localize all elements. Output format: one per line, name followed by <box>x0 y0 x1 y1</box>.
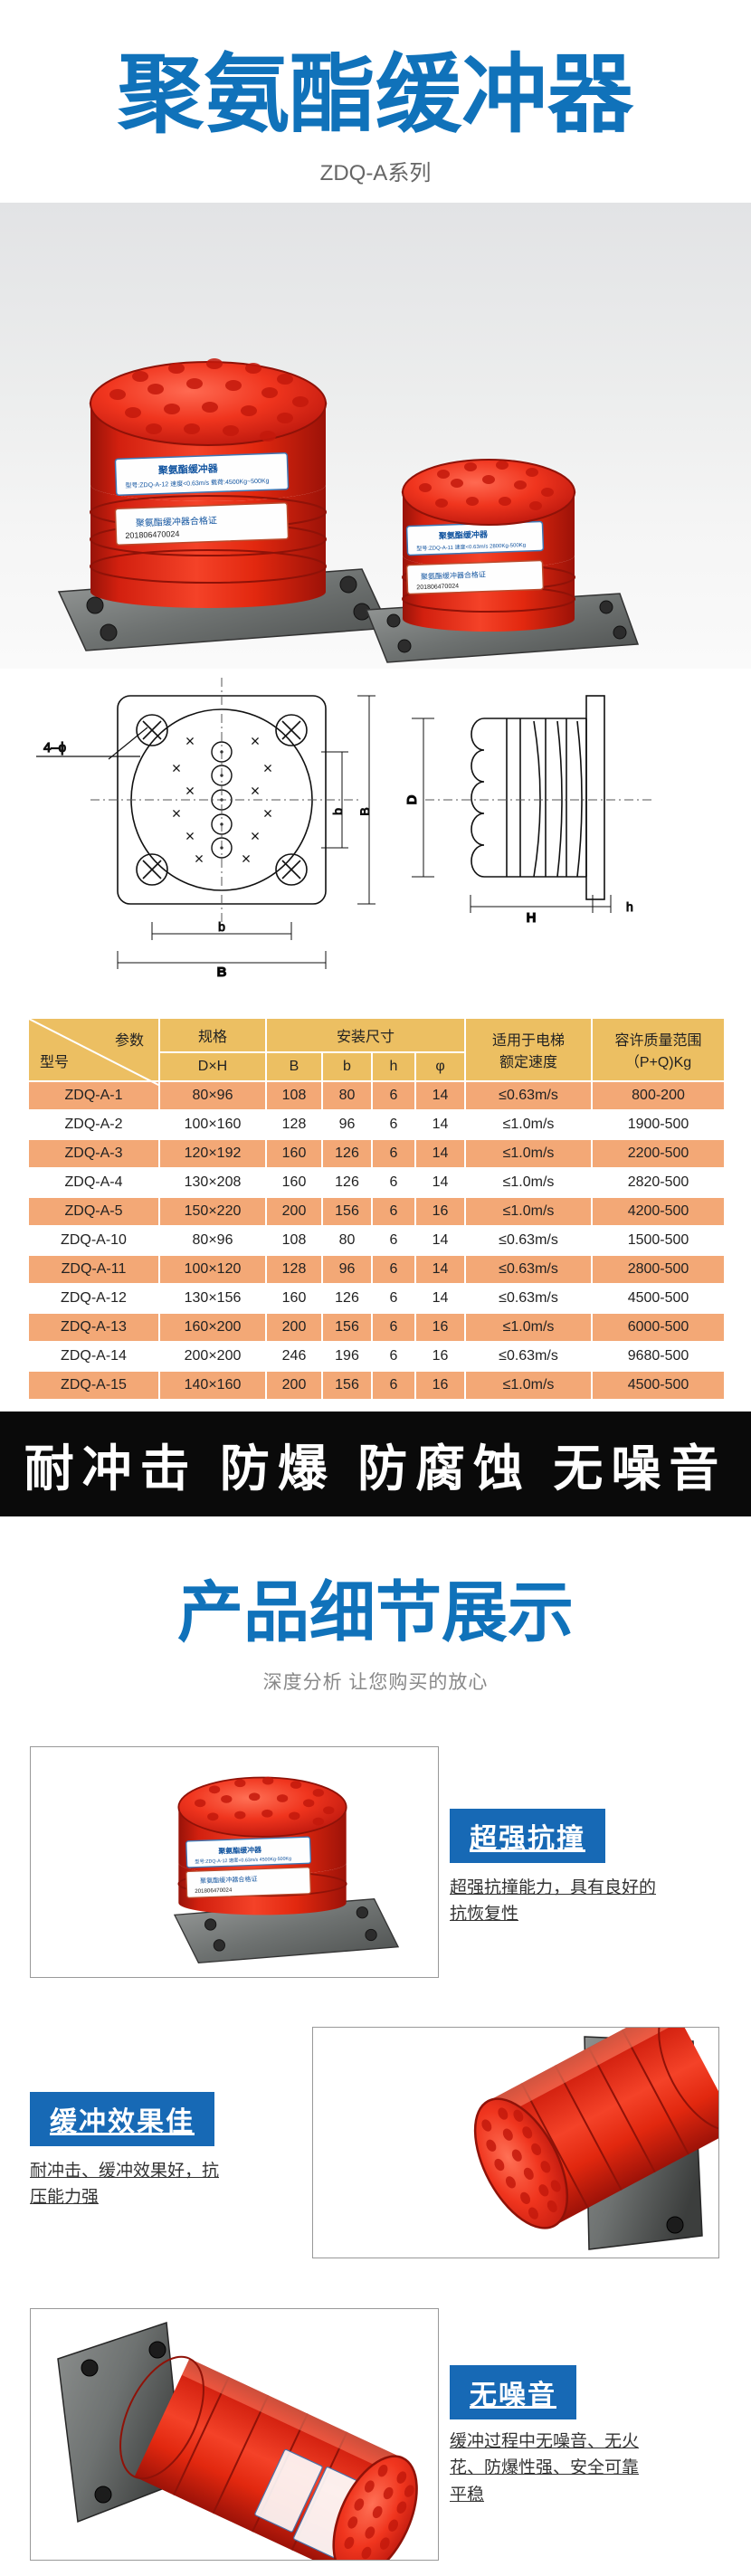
svg-text:b: b <box>218 919 225 934</box>
svg-text:201806470024: 201806470024 <box>195 1887 233 1895</box>
svg-text:聚氨酯缓冲器: 聚氨酯缓冲器 <box>438 528 489 540</box>
svg-text:201806470024: 201806470024 <box>125 529 179 540</box>
svg-text:B: B <box>357 807 372 815</box>
svg-text:B: B <box>217 965 227 980</box>
svg-text:b: b <box>330 808 345 815</box>
svg-text:H: H <box>527 910 537 926</box>
svg-text:聚氨酯缓冲器: 聚氨酯缓冲器 <box>217 1845 262 1856</box>
svg-text:4–ϕ: 4–ϕ <box>43 740 66 756</box>
svg-text:h: h <box>626 899 633 914</box>
svg-text:D: D <box>404 794 420 804</box>
